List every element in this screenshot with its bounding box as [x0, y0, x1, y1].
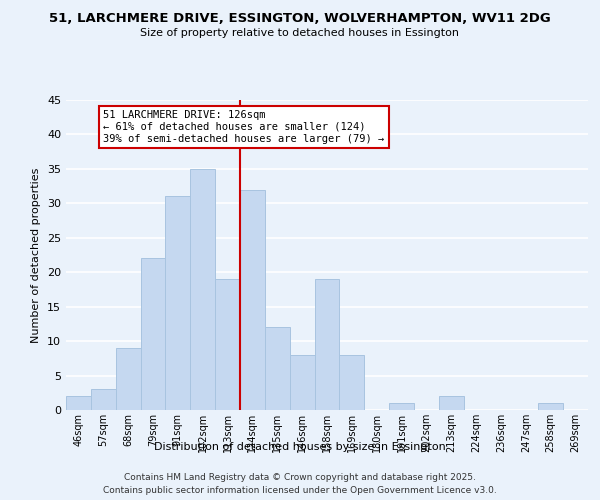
- Bar: [166, 196, 190, 410]
- Bar: [91, 390, 116, 410]
- Bar: [439, 396, 464, 410]
- Bar: [116, 348, 140, 410]
- Text: Contains public sector information licensed under the Open Government Licence v3: Contains public sector information licen…: [103, 486, 497, 495]
- Text: Size of property relative to detached houses in Essington: Size of property relative to detached ho…: [140, 28, 460, 38]
- Bar: [314, 279, 340, 410]
- Bar: [140, 258, 166, 410]
- Bar: [265, 328, 290, 410]
- Text: 51 LARCHMERE DRIVE: 126sqm
← 61% of detached houses are smaller (124)
39% of sem: 51 LARCHMERE DRIVE: 126sqm ← 61% of deta…: [103, 110, 385, 144]
- Bar: [190, 169, 215, 410]
- Text: Contains HM Land Registry data © Crown copyright and database right 2025.: Contains HM Land Registry data © Crown c…: [124, 472, 476, 482]
- Y-axis label: Number of detached properties: Number of detached properties: [31, 168, 41, 342]
- Bar: [340, 355, 364, 410]
- Bar: [290, 355, 314, 410]
- Bar: [66, 396, 91, 410]
- Text: 51, LARCHMERE DRIVE, ESSINGTON, WOLVERHAMPTON, WV11 2DG: 51, LARCHMERE DRIVE, ESSINGTON, WOLVERHA…: [49, 12, 551, 26]
- Bar: [538, 403, 563, 410]
- Bar: [240, 190, 265, 410]
- Bar: [215, 279, 240, 410]
- Text: Distribution of detached houses by size in Essington: Distribution of detached houses by size …: [154, 442, 446, 452]
- Bar: [389, 403, 414, 410]
